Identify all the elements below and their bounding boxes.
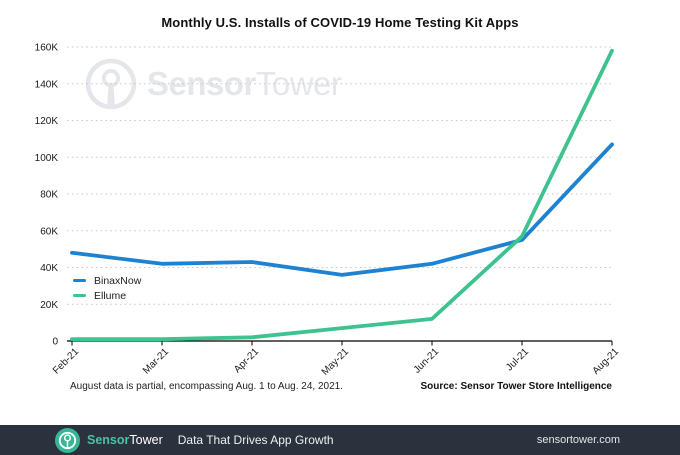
x-tick-label: Apr-21 (232, 346, 261, 375)
y-tick-label: 120K (35, 116, 59, 127)
x-tick-label: Aug-21 (591, 346, 622, 377)
line-chart: 0 20K 40K 60K 80K 100K 120K 140K 160K Feb-21 Mar-2… (35, 43, 622, 378)
y-tick-label: 40K (40, 263, 58, 274)
x-tick-label: Jul-21 (504, 346, 531, 373)
legend-swatch-icon (73, 278, 86, 283)
y-tick-label: 100K (35, 153, 59, 164)
legend-swatch-icon (73, 293, 86, 298)
legend-item-binaxnow: BinaxNow (73, 273, 141, 288)
footer-tagline: Data That Drives App Growth (177, 433, 334, 447)
source-attribution: Source: Sensor Tower Store Intelligence (420, 381, 612, 392)
y-tick-label: 20K (40, 300, 58, 311)
chart-title: Monthly U.S. Installs of COVID-19 Home T… (161, 15, 519, 30)
legend-label: BinaxNow (94, 274, 142, 287)
sensortower-logo-icon (55, 427, 80, 453)
footer-brand-accent: Sensor (87, 433, 130, 447)
chart-legend: BinaxNow Ellume (73, 273, 141, 303)
footnote: August data is partial, encompassing Aug… (70, 381, 343, 392)
x-tick-label: Mar-21 (141, 346, 171, 376)
y-tick-label: 140K (35, 79, 59, 90)
x-tick-label: May-21 (320, 346, 352, 378)
y-tick-label: 80K (40, 190, 58, 201)
x-tick-label: Feb-21 (51, 346, 81, 376)
sensortower-logo-icon (85, 58, 137, 110)
footer-brand: SensorTower (87, 433, 163, 447)
footer-website: sensortower.com (536, 434, 620, 446)
legend-label: Ellume (94, 289, 127, 302)
x-tick-label: Jun-21 (412, 346, 442, 376)
y-tick-label: 160K (35, 43, 59, 54)
legend-item-ellume: Ellume (73, 288, 141, 303)
series-line-binaxnow (70, 142, 614, 277)
footer-brand-rest: Tower (129, 433, 163, 447)
y-tick-label: 0 (52, 337, 58, 348)
footer-bar: SensorTower Data That Drives App Growth … (0, 425, 680, 455)
series-line-ellume (70, 48, 614, 342)
y-tick-label: 60K (40, 226, 58, 237)
